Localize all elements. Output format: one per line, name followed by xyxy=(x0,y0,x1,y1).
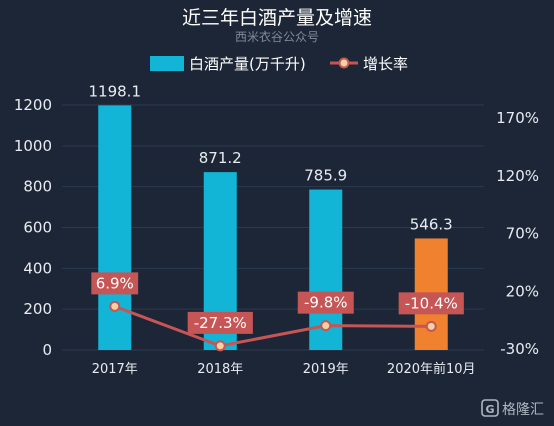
gridlines xyxy=(62,104,484,351)
category-label: 2017年 xyxy=(92,362,138,377)
growth-label-box xyxy=(91,272,139,295)
growth-label: 6.9% xyxy=(96,274,134,292)
chart-subtitle: 西米衣谷公众号 xyxy=(235,29,319,44)
left-tick-label: 400 xyxy=(23,259,52,277)
legend-bar-swatch xyxy=(150,56,184,71)
legend-bar-label: 白酒产量(万千升) xyxy=(189,55,306,73)
bar-value-label: 785.9 xyxy=(304,167,347,185)
left-tick-label: 200 xyxy=(23,300,52,318)
legend-line-marker xyxy=(338,57,350,69)
legend: 白酒产量(万千升) 增长率 xyxy=(150,55,408,73)
right-tick-label: 70% xyxy=(506,225,539,243)
brand-name: 格隆汇 xyxy=(502,402,544,418)
growth-label: -27.3% xyxy=(194,314,247,332)
brand-watermark: G 格隆汇 xyxy=(481,399,544,418)
left-tick-label: 600 xyxy=(23,219,52,237)
growth-label-box xyxy=(297,291,354,314)
growth-label: -10.4% xyxy=(405,294,458,312)
right-tick-label: 170% xyxy=(496,109,539,127)
right-tick-label: 120% xyxy=(496,167,539,185)
growth-point xyxy=(109,300,121,312)
growth-line-path xyxy=(114,304,432,348)
chart-title: 近三年白酒产量及增速 xyxy=(182,7,372,29)
left-tick-label: 1000 xyxy=(14,137,52,155)
growth-line: 6.9% -27.3% -9.8% -10.4% xyxy=(91,272,464,352)
bar xyxy=(98,105,132,351)
growth-point xyxy=(320,320,332,332)
right-tick-label: -30% xyxy=(500,340,539,358)
growth-point xyxy=(425,320,437,332)
bar-value-label: 1198.1 xyxy=(89,82,142,100)
growth-label-box xyxy=(187,311,253,334)
growth-label: -9.8% xyxy=(304,294,348,312)
bar-value-label: 871.2 xyxy=(199,149,242,167)
right-axis-ticks: -30% 20% 70% 120% 170% xyxy=(496,109,539,358)
legend-line-label: 增长率 xyxy=(363,55,408,73)
left-axis-ticks: 0 200 400 600 800 1000 1200 xyxy=(14,96,52,359)
left-tick-label: 0 xyxy=(42,341,52,359)
growth-label-box xyxy=(398,292,464,315)
bar-value-label: 546.3 xyxy=(410,215,453,233)
brand-logo-icon xyxy=(481,399,499,417)
category-label: 2020年前10月 xyxy=(387,361,476,377)
growth-point xyxy=(214,340,226,352)
brand-logo-letter: G xyxy=(485,403,494,416)
category-labels: 2017年 2018年 2019年 2020年前10月 xyxy=(92,361,476,377)
left-tick-label: 800 xyxy=(23,178,52,196)
bar-value-labels: 1198.1 871.2 785.9 546.3 xyxy=(89,82,453,233)
left-tick-label: 1200 xyxy=(14,96,52,114)
category-label: 2018年 xyxy=(197,362,243,377)
right-tick-label: 20% xyxy=(506,282,539,300)
category-label: 2019年 xyxy=(303,362,349,377)
